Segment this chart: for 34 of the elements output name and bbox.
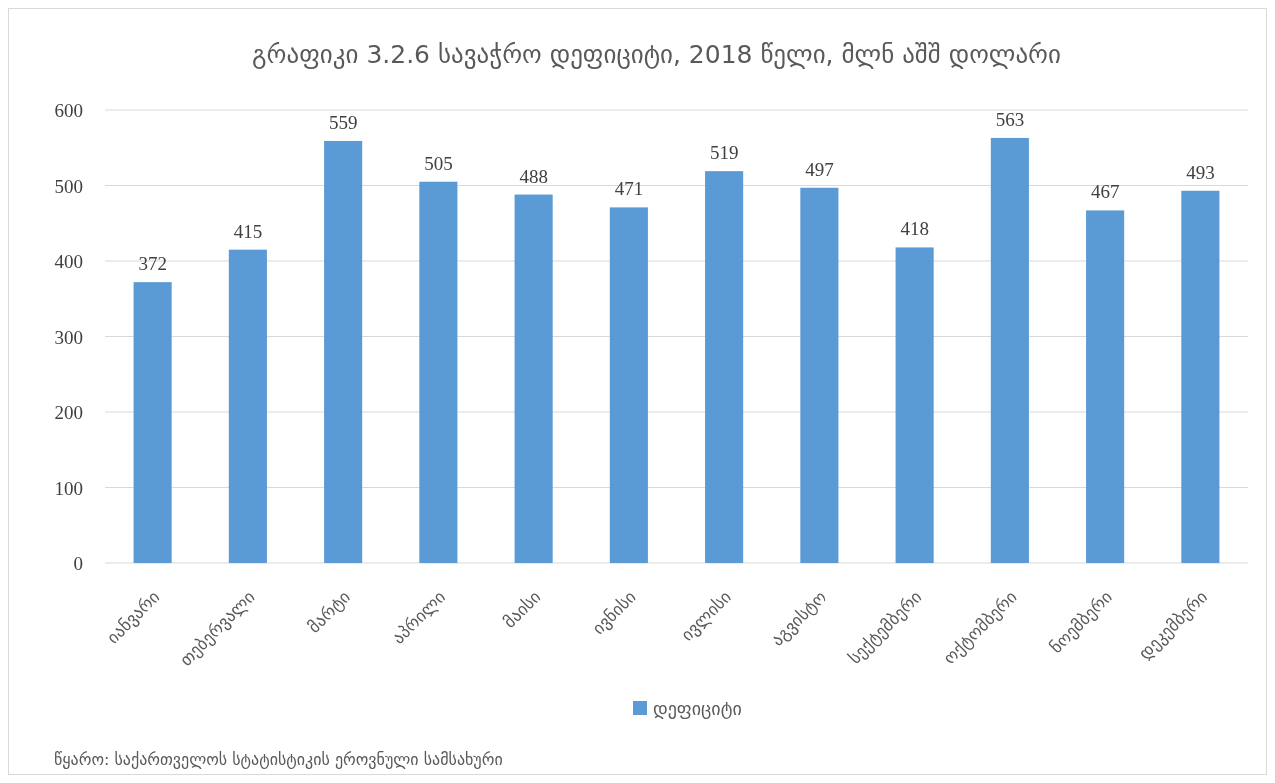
data-label: 488 — [519, 165, 548, 187]
data-label: 493 — [1186, 161, 1215, 183]
bar — [514, 194, 553, 563]
y-tick-label: 0 — [73, 553, 83, 574]
data-label: 559 — [328, 111, 358, 133]
data-label: 519 — [709, 142, 739, 164]
bar — [1181, 190, 1220, 563]
data-label: 471 — [614, 178, 644, 200]
data-label: 418 — [900, 218, 929, 240]
bar — [1086, 210, 1125, 563]
y-tick-label: 600 — [54, 100, 83, 121]
bar — [228, 249, 267, 563]
y-tick-label: 200 — [54, 402, 83, 423]
bar — [324, 140, 363, 563]
data-label: 415 — [233, 220, 263, 242]
data-label: 505 — [424, 152, 453, 174]
bar — [990, 137, 1029, 563]
y-tick-label: 300 — [54, 326, 83, 348]
bar — [705, 171, 744, 563]
data-label: 497 — [805, 158, 834, 180]
legend-label: დეფიციტი — [653, 698, 742, 719]
bar — [609, 207, 648, 563]
bar — [895, 247, 934, 563]
data-label: 467 — [1090, 181, 1120, 203]
data-label: 372 — [138, 253, 167, 275]
y-tick-label: 400 — [54, 251, 83, 272]
chart-title: გრაფიკი 3.2.6 სავაჭრო დეფიციტი, 2018 წელი, მლნ აშშ დოლარი — [252, 40, 1061, 69]
text: წყარო: საქართველოს სტატისტიკის ეროვნული სამსახური — [54, 750, 503, 769]
y-tick-label: 500 — [54, 175, 83, 197]
bar — [133, 282, 172, 563]
data-label: 563 — [995, 108, 1025, 130]
bar — [419, 181, 458, 563]
bar — [800, 187, 839, 563]
y-tick-label: 100 — [54, 477, 83, 499]
